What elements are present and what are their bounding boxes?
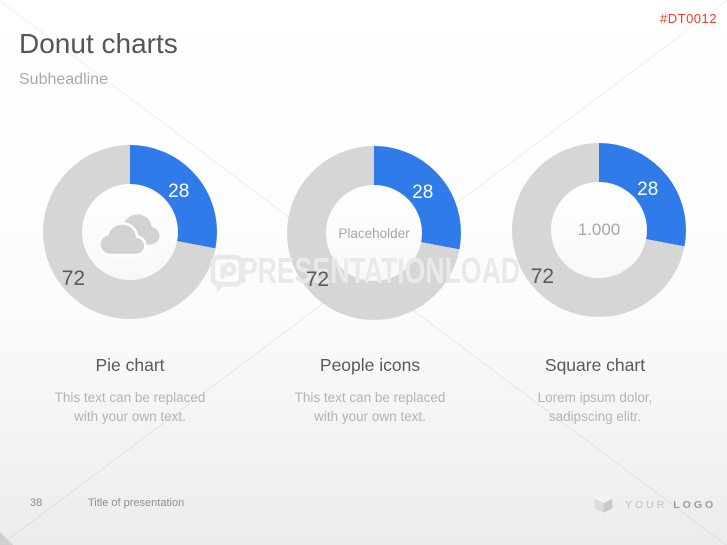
segment-value-gray: 72 [305,267,330,291]
donut-chart-square: 28 72 1.000 [512,143,686,317]
donut-chart-pie: 28 72 [43,145,217,319]
segment-value-blue: 28 [637,178,659,200]
cube-logo-icon [594,494,613,513]
donut-hole [82,184,178,280]
page-number: 38 [30,497,43,509]
donut-chart-people: 28 72 Placeholder [287,146,461,320]
your-logo: YOUR LOGO [592,491,716,515]
caption-body-line: This text can be replaced [294,390,446,405]
logo-word-logo: LOGO [673,499,717,511]
presentation-title: Title of presentation [88,497,185,509]
segment-value-blue: 28 [412,181,434,203]
caption-body-line: sadipscing elitr. [548,408,642,424]
product-code: #DT0012 [660,11,717,26]
caption-title: Pie chart [95,355,165,375]
caption-body-line: This text can be replaced [54,390,206,405]
caption-pie-chart: Pie chart This text can be replaced with… [10,355,250,427]
your-logo-text: YOUR LOGO [625,499,716,511]
caption-body-line: with your own text. [314,408,426,424]
corner-fold [0,532,13,545]
donut-center-text: Placeholder [338,225,410,241]
page-subtitle: Subheadline [19,71,108,88]
caption-square-chart: Square chart Lorem ipsum dolor, sadipsci… [475,355,715,427]
donut-hole: 1.000 [551,182,647,278]
caption-body-line: with your own text. [74,408,186,424]
segment-value-gray: 72 [61,266,86,290]
caption-title: Square chart [544,355,646,375]
cloud-icon [99,214,160,257]
segment-value-gray: 72 [530,264,555,288]
presentationload-logo-icon [210,254,244,293]
caption-people-icons: People icons This text can be replaced w… [250,355,490,427]
donut-center-text: 1.000 [577,220,621,239]
caption-body-line: Lorem ipsum dolor, [537,390,653,405]
page-title: Donut charts [19,28,178,59]
logo-word-your: YOUR [625,499,668,511]
donut-hole: Placeholder [326,185,422,281]
segment-value-blue: 28 [168,180,190,202]
caption-title: People icons [319,355,421,375]
